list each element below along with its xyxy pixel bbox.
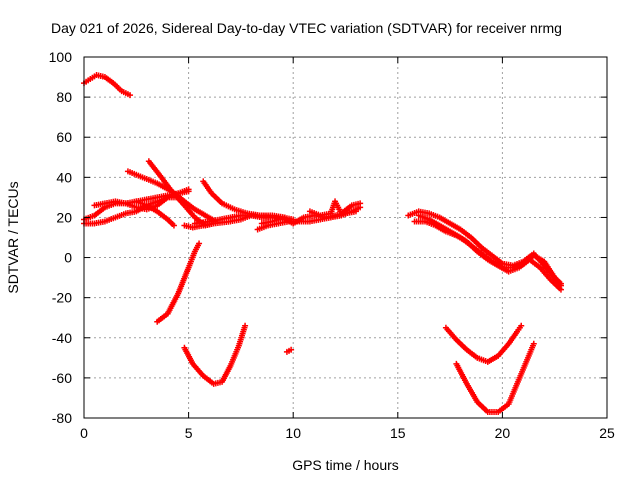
data-point [557, 280, 564, 287]
series-arc-16 [283, 346, 295, 355]
series-arc-8 [154, 240, 203, 325]
y-tick-label: 20 [56, 209, 72, 225]
series-arc-20 [442, 322, 525, 365]
data-point [185, 188, 192, 195]
y-tick-label: 40 [56, 169, 72, 185]
y-tick-label: -60 [52, 370, 72, 386]
x-tick-label: 5 [185, 425, 193, 441]
x-tick-label: 10 [285, 425, 301, 441]
x-tick-label: 25 [599, 425, 615, 441]
data-point [352, 208, 359, 215]
series-arc-7 [133, 198, 177, 229]
x-axis-label: GPS time / hours [292, 457, 399, 473]
data-point [557, 286, 564, 293]
data-point [127, 92, 134, 99]
data-point [288, 346, 295, 353]
axis-ticks: 0 5 10 15 20 25 -80 -60 -40 -20 0 20 40 60 80 100 [49, 49, 615, 441]
series-arc-21 [453, 340, 537, 415]
y-tick-label: 80 [56, 89, 72, 105]
series-arc-1 [81, 72, 134, 99]
series-arc-15 [181, 322, 249, 387]
grid [84, 57, 607, 418]
series-arc-14 [306, 198, 364, 219]
y-tick-label: -20 [52, 290, 72, 306]
x-tick-label: 20 [495, 425, 511, 441]
series-arc-19 [415, 212, 564, 287]
data-point [196, 240, 203, 247]
y-tick-label: 60 [56, 129, 72, 145]
series-arc-10 [200, 178, 288, 221]
data-point [518, 322, 525, 329]
data-point [357, 200, 364, 207]
data-point [170, 222, 177, 229]
y-tick-label: -40 [52, 330, 72, 346]
data-point [530, 340, 537, 347]
chart-title: Day 021 of 2026, Sidereal Day-to-day VTE… [51, 20, 562, 36]
y-tick-label: 0 [64, 250, 72, 266]
x-tick-label: 0 [80, 425, 88, 441]
series-arc-3 [81, 194, 182, 227]
y-tick-label: -80 [52, 410, 72, 426]
data-series [81, 72, 564, 415]
y-tick-label: 100 [49, 49, 73, 65]
y-axis-label: SDTVAR / TECUs [5, 181, 21, 293]
data-point [242, 322, 249, 329]
plot-frame [83, 56, 608, 419]
x-tick-label: 15 [390, 425, 406, 441]
